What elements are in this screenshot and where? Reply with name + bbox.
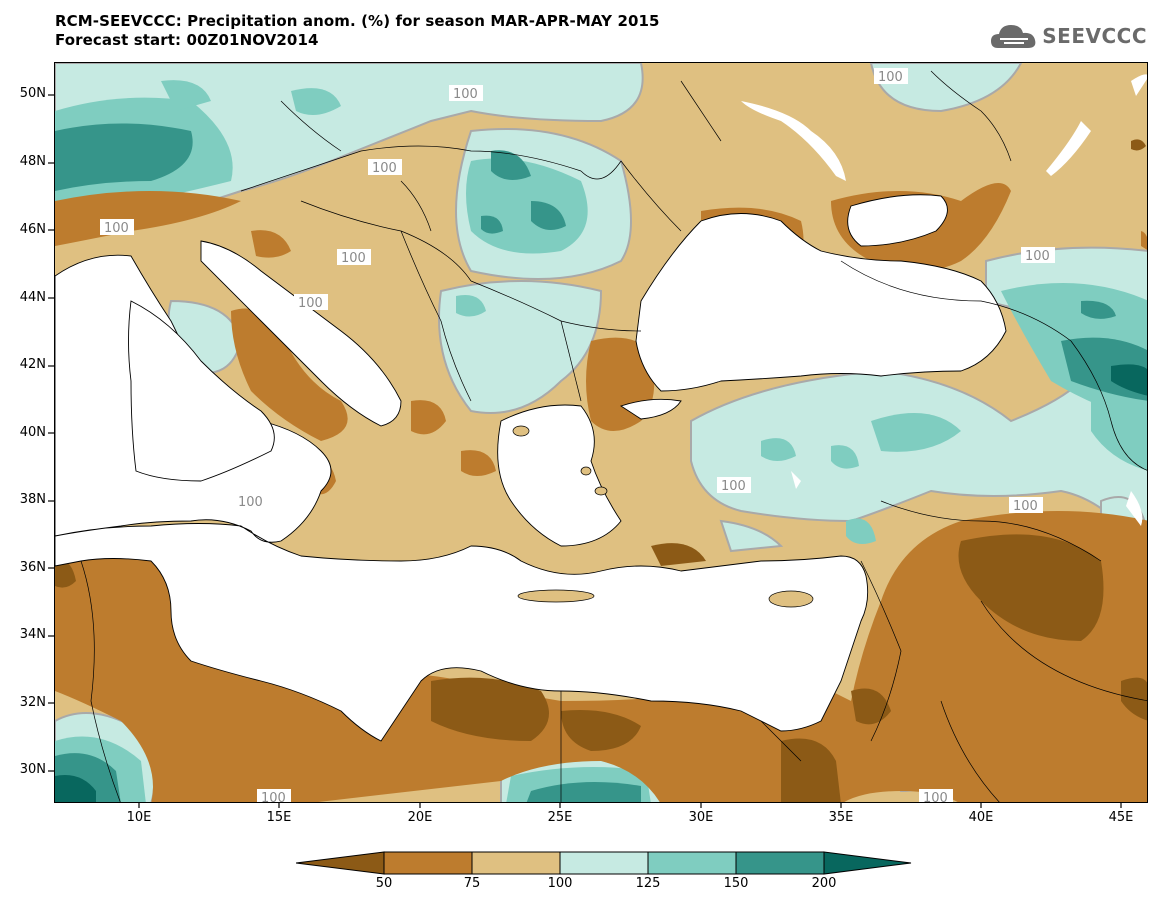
colorbar-segment-below-50 xyxy=(296,851,385,875)
lakes xyxy=(741,74,1147,526)
contour-label: 100 xyxy=(923,791,948,803)
cloud-icon xyxy=(991,25,1036,48)
lat-label-30n: 30N xyxy=(19,762,46,777)
colorbar xyxy=(296,851,912,875)
aegean-sea xyxy=(497,404,622,547)
lat-label-36n: 36N xyxy=(19,560,46,575)
lon-label-10e: 10E xyxy=(126,810,152,825)
colorbar-segment-150-200 xyxy=(735,851,825,875)
anomaly-150-200-regions xyxy=(55,123,1147,802)
contour-label: 100 xyxy=(238,495,263,510)
mediterranean-sea xyxy=(55,254,869,742)
lat-label-48n: 48N xyxy=(19,154,46,169)
colorbar-segment-50-75 xyxy=(383,851,473,875)
map-canvas: 100 100 100 100 100 100 100 100 100 100 … xyxy=(55,63,1147,803)
aegean-islands xyxy=(512,425,814,608)
colorbar-segment-125-150 xyxy=(647,851,737,875)
seevccc-logo: SEEVCCC xyxy=(990,22,1147,50)
colorbar-segment-75-100 xyxy=(471,851,561,875)
contour-label: 100 xyxy=(104,221,129,236)
black-sea xyxy=(635,213,1007,392)
colorbar-label-75: 75 xyxy=(463,876,481,891)
lon-label-20e: 20E xyxy=(407,810,433,825)
lon-label-25e: 25E xyxy=(547,810,573,825)
lat-label-38n: 38N xyxy=(19,492,46,507)
title-line-2: Forecast start: 00Z01NOV2014 xyxy=(55,31,319,49)
precipitation-anomaly-map: 100 100 100 100 100 100 100 100 100 100 … xyxy=(54,62,1148,803)
sea-of-marmara xyxy=(619,398,682,420)
contour-labels: 100 100 100 100 100 100 100 100 100 100 … xyxy=(100,68,1055,803)
contour-label: 100 xyxy=(721,479,746,494)
lon-label-45e: 45E xyxy=(1108,810,1134,825)
contour-label: 100 xyxy=(453,87,478,102)
adriatic-sea xyxy=(200,240,402,427)
anomaly-below-50-regions xyxy=(55,139,1147,802)
sea-of-azov xyxy=(847,194,948,247)
lon-label-40e: 40E xyxy=(968,810,994,825)
colorbar-label-150: 150 xyxy=(723,876,749,891)
anomaly-above-200-regions xyxy=(55,364,1147,802)
colorbar-label-100: 100 xyxy=(547,876,573,891)
contour-label: 100 xyxy=(878,70,903,85)
contour-label: 100 xyxy=(1013,499,1038,514)
contour-label: 100 xyxy=(1025,249,1050,264)
lat-label-42n: 42N xyxy=(19,357,46,372)
contour-label: 100 xyxy=(298,296,323,311)
contour-label: 100 xyxy=(341,251,366,266)
contour-label: 100 xyxy=(372,161,397,176)
colorbar-label-200: 200 xyxy=(811,876,837,891)
colorbar-segment-100-125 xyxy=(559,851,649,875)
map-title: RCM-SEEVCCC: Precipitation anom. (%) for… xyxy=(55,12,660,50)
colorbar-segment-above-200 xyxy=(823,851,912,875)
lat-label-40n: 40N xyxy=(19,425,46,440)
tyrrhenian-sea xyxy=(128,300,275,482)
colorbar-label-125: 125 xyxy=(635,876,661,891)
lon-label-35e: 35E xyxy=(828,810,854,825)
seas xyxy=(55,194,1007,742)
lat-label-34n: 34N xyxy=(19,627,46,642)
lat-label-32n: 32N xyxy=(19,695,46,710)
logo-text: SEEVCCC xyxy=(1042,24,1147,48)
lon-label-30e: 30E xyxy=(688,810,714,825)
colorbar-label-50: 50 xyxy=(375,876,393,891)
lat-label-46n: 46N xyxy=(19,222,46,237)
country-borders xyxy=(80,70,1147,802)
lat-label-44n: 44N xyxy=(19,290,46,305)
lon-label-15e: 15E xyxy=(266,810,292,825)
lat-label-50n: 50N xyxy=(19,86,46,101)
contour-label: 100 xyxy=(261,791,286,803)
title-line-1: RCM-SEEVCCC: Precipitation anom. (%) for… xyxy=(55,12,660,30)
